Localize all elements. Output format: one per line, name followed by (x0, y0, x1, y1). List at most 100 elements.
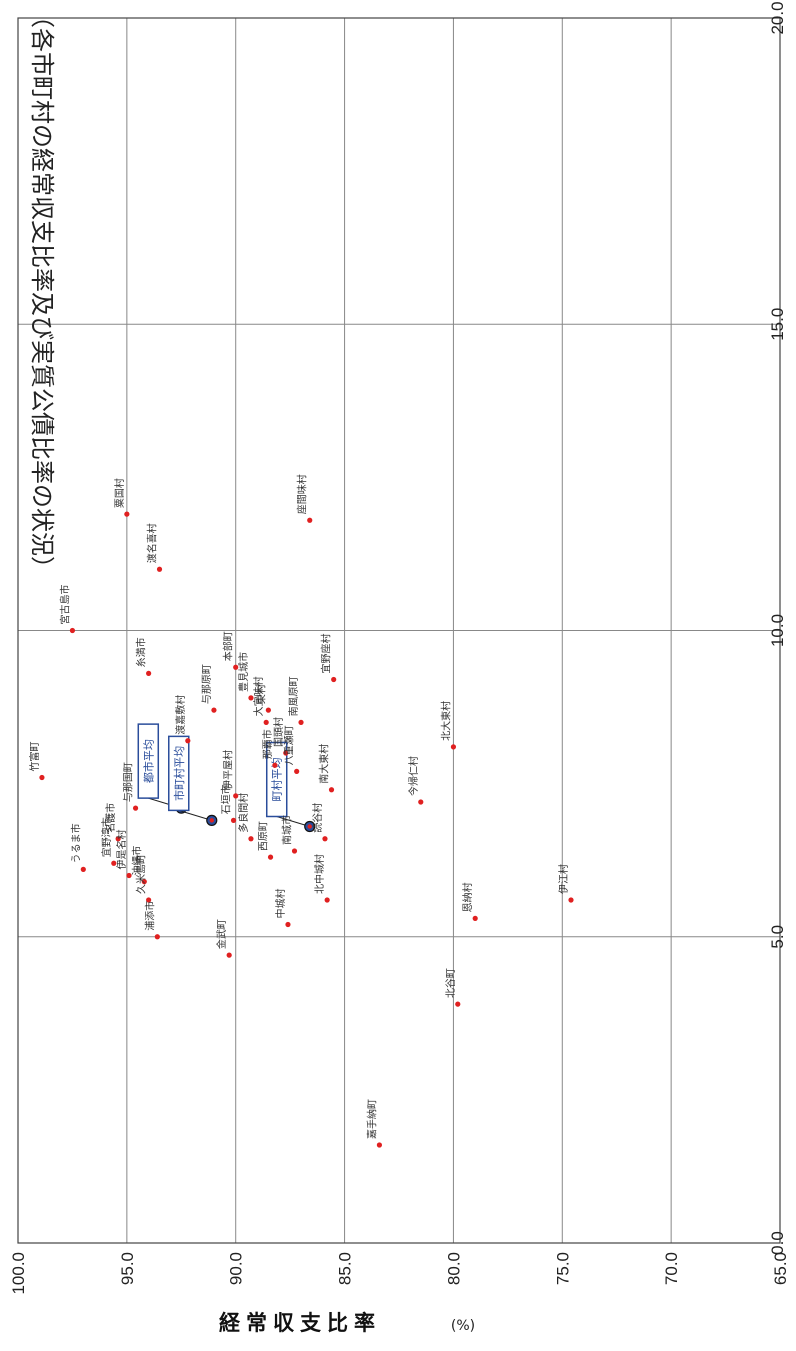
data-point (132, 805, 139, 811)
data-point (146, 670, 152, 676)
average-label-box (137, 723, 160, 799)
point-label: 伊江村 (557, 864, 570, 894)
data-point (115, 836, 121, 842)
point-label: 宜野座村 (320, 634, 333, 674)
x-tick-labels: 0.0 5.0 10.0 15.0 20.0 (768, 1, 787, 1254)
point-label: 本部町 (222, 631, 235, 661)
point-label: 宜野湾市 (100, 817, 113, 857)
x-tick-label: 15.0 (768, 308, 787, 341)
point-label: 名護市 (104, 803, 117, 833)
point-label: 中城村 (274, 889, 287, 919)
x-tick-label: 5.0 (768, 925, 787, 949)
point-label: 座間味村 (296, 474, 309, 514)
data-point (185, 738, 191, 744)
point-label: 竹富町 (28, 742, 41, 772)
point-label: 南城市 (280, 815, 293, 845)
point-label: 今帰仁村 (407, 756, 420, 796)
data-point (472, 915, 478, 921)
y-axis-title: 経常収支比率 (219, 1311, 381, 1335)
y-tick-label: 100.0 (9, 1252, 28, 1295)
point-label: 沖縄市 (130, 846, 143, 876)
point-label: 渡嘉敷村 (174, 695, 187, 735)
point-label: 石垣市 (220, 784, 233, 814)
y-axis-unit: (%) (451, 1318, 475, 1334)
data-point (285, 921, 291, 928)
y-tick-labels: 100.0 95.0 90.0 85.0 80.0 75.0 70.0 65.0 (9, 1252, 790, 1295)
point-label: 伊平屋村 (222, 750, 235, 790)
average-label: 町村平均 (270, 758, 284, 802)
point-label: 糸満市 (135, 637, 148, 667)
average-point-core (307, 824, 312, 829)
point-label: 伊是名村 (115, 830, 128, 870)
point-label: 粟国村 (113, 478, 126, 508)
y-tick-label: 70.0 (662, 1252, 681, 1285)
point-label: 読谷村 (311, 803, 324, 833)
data-point (233, 664, 239, 670)
point-label: 与那原町 (201, 664, 213, 704)
point-label: 宮古島市 (58, 585, 71, 625)
point-label: 国頭村 (272, 717, 285, 747)
data-point (124, 511, 130, 517)
point-label: 那覇市 (261, 729, 274, 759)
chart-title: （各市町村の経常収支比率及び実質公債比率の状況） (28, 4, 56, 580)
average-leader-line (178, 809, 212, 821)
x-tick-label: 20.0 (768, 1, 787, 34)
point-label: 久米島町 (135, 854, 148, 894)
y-tick-label: 80.0 (444, 1252, 463, 1285)
point-label: 大宜味村 (252, 676, 265, 716)
data-point (111, 860, 117, 866)
plot-border (17, 17, 781, 1244)
data-point (291, 848, 298, 854)
point-label: 浦添市 (143, 901, 156, 931)
data-point (69, 627, 76, 634)
point-label: 恩納村 (461, 882, 474, 912)
average-label-box (168, 735, 190, 812)
data-point (141, 879, 147, 885)
average-label: 市町村平均 (172, 746, 186, 801)
data-point (455, 1001, 461, 1007)
point-label: 渡名喜村 (146, 523, 159, 563)
point-label: 北谷町 (445, 968, 457, 998)
data-point (80, 866, 86, 872)
point-label: 南大東村 (318, 744, 331, 784)
x-tick-label: 0.0 (768, 1231, 787, 1255)
point-label: 西原町 (258, 821, 270, 851)
point-label: うるま市 (69, 823, 82, 863)
data-point (146, 897, 152, 903)
point-label: 北大東村 (439, 701, 452, 741)
point-label: 北中城村 (313, 854, 326, 894)
data-point (568, 897, 574, 903)
data-point (328, 787, 335, 793)
point-label: 与那国町 (123, 762, 135, 802)
data-point (230, 817, 237, 823)
point-label: 金武町 (215, 919, 228, 949)
y-tick-label: 90.0 (227, 1252, 246, 1285)
data-point (233, 793, 239, 799)
data-point (248, 695, 254, 701)
data-point (294, 768, 300, 774)
data-point (307, 517, 313, 523)
data-point (376, 1142, 383, 1148)
data-point (298, 719, 304, 725)
average-point-core (209, 818, 214, 823)
data-point (265, 707, 271, 713)
y-tick-label: 75.0 (553, 1252, 572, 1285)
data-point (324, 897, 330, 903)
point-label: 南風原町 (287, 676, 300, 716)
point-label: 嘉手納町 (365, 1099, 378, 1139)
data-point (331, 676, 337, 683)
average-label: 都市平均 (141, 739, 155, 783)
data-point (263, 719, 269, 725)
average-label-box (265, 741, 288, 818)
data-point (156, 566, 163, 572)
point-label: 八重瀬町 (283, 725, 296, 765)
y-tick-label: 95.0 (118, 1252, 137, 1285)
x-tick-label: 10.0 (768, 614, 787, 647)
data-point (226, 952, 232, 958)
y-tick-label: 85.0 (336, 1252, 355, 1285)
data-point (450, 744, 457, 750)
grid-lines-x (18, 323, 780, 938)
y-tick-label: 65.0 (771, 1252, 790, 1285)
